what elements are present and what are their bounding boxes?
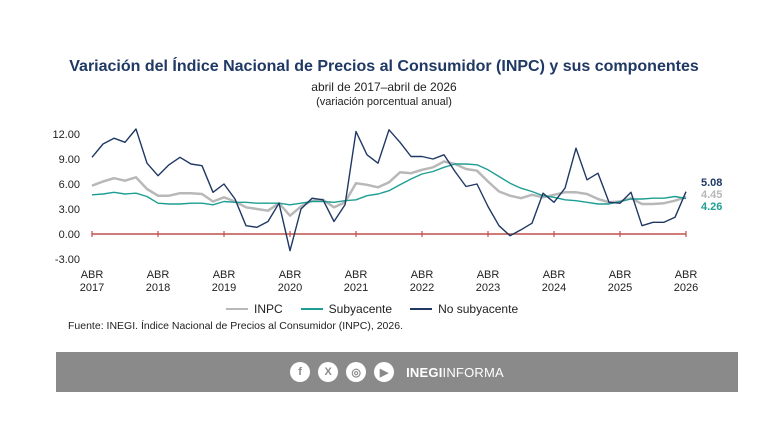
y-tick-label: 9.00 xyxy=(59,154,80,166)
legend-item-inpc: INPC xyxy=(226,302,283,316)
y-tick-label: 6.00 xyxy=(59,179,80,191)
brand-logo: INEGIINFORMA xyxy=(406,365,504,380)
x-tick-label-year: 2019 xyxy=(212,282,236,294)
x-tick-label-year: 2025 xyxy=(608,282,632,294)
chart-legend: INPC Subyacente No subyacente xyxy=(226,302,518,316)
x-icon[interactable]: X xyxy=(318,362,339,382)
instagram-icon[interactable]: ◎ xyxy=(346,362,367,382)
y-tick-label: -3.00 xyxy=(55,254,80,266)
last-value-label-inpc: 4.45 xyxy=(701,189,722,201)
chart-units: (variación porcentual anual) xyxy=(316,96,452,108)
chart-subtitle: abril de 2017–abril de 2026 xyxy=(311,80,457,94)
x-tick-label-month: ABR xyxy=(609,269,632,281)
last-value-label-no-subyacente: 5.08 xyxy=(701,177,722,189)
x-tick-label-month: ABR xyxy=(81,269,104,281)
x-tick-label-month: ABR xyxy=(213,269,236,281)
legend-item-no-subyacente: No subyacente xyxy=(410,302,518,316)
source-note: Fuente: INEGI. Índice Nacional de Precio… xyxy=(68,320,403,332)
y-tick-label: 0.00 xyxy=(59,229,80,241)
footer-banner: f X ◎ ▶ INEGIINFORMA xyxy=(56,352,738,392)
y-tick-label: 3.00 xyxy=(59,204,80,216)
y-tick-label: 12.00 xyxy=(52,129,80,141)
x-tick-label-year: 2017 xyxy=(80,282,104,294)
legend-swatch-no-subyacente xyxy=(410,308,433,310)
legend-label-inpc: INPC xyxy=(254,302,283,316)
legend-label-subyacente: Subyacente xyxy=(328,302,393,316)
x-tick-label-year: 2022 xyxy=(410,282,434,294)
x-tick-label-month: ABR xyxy=(477,269,500,281)
series-line-subyacente xyxy=(91,163,687,206)
chart-title: Variación del Índice Nacional de Precios… xyxy=(69,58,699,75)
series-line-inpc xyxy=(91,160,687,217)
x-tick-label-year: 2018 xyxy=(146,282,170,294)
legend-item-subyacente: Subyacente xyxy=(300,302,393,316)
legend-swatch-subyacente xyxy=(300,308,323,310)
x-tick-label-month: ABR xyxy=(345,269,368,281)
last-value-label-subyacente: 4.26 xyxy=(701,201,722,213)
x-tick-label-year: 2023 xyxy=(476,282,500,294)
x-tick-label-month: ABR xyxy=(543,269,566,281)
x-tick-label-year: 2020 xyxy=(278,282,302,294)
x-tick-label-month: ABR xyxy=(147,269,170,281)
x-tick-label-year: 2024 xyxy=(542,282,566,294)
chart-area: 12.009.006.003.000.00-3.00ABR2017ABR2018… xyxy=(52,128,722,294)
x-tick-label-year: 2021 xyxy=(344,282,368,294)
legend-swatch-inpc xyxy=(226,308,248,310)
x-tick-label-year: 2026 xyxy=(674,282,698,294)
youtube-icon[interactable]: ▶ xyxy=(374,362,395,382)
x-tick-label-month: ABR xyxy=(675,269,698,281)
legend-label-no-subyacente: No subyacente xyxy=(438,302,519,316)
facebook-icon[interactable]: f xyxy=(290,362,311,382)
brand-bold: INEGI xyxy=(406,364,443,380)
brand-rest: INFORMA xyxy=(442,364,504,380)
x-tick-label-month: ABR xyxy=(411,269,434,281)
x-tick-label-month: ABR xyxy=(279,269,302,281)
series-line-no-subyacente xyxy=(91,128,687,252)
